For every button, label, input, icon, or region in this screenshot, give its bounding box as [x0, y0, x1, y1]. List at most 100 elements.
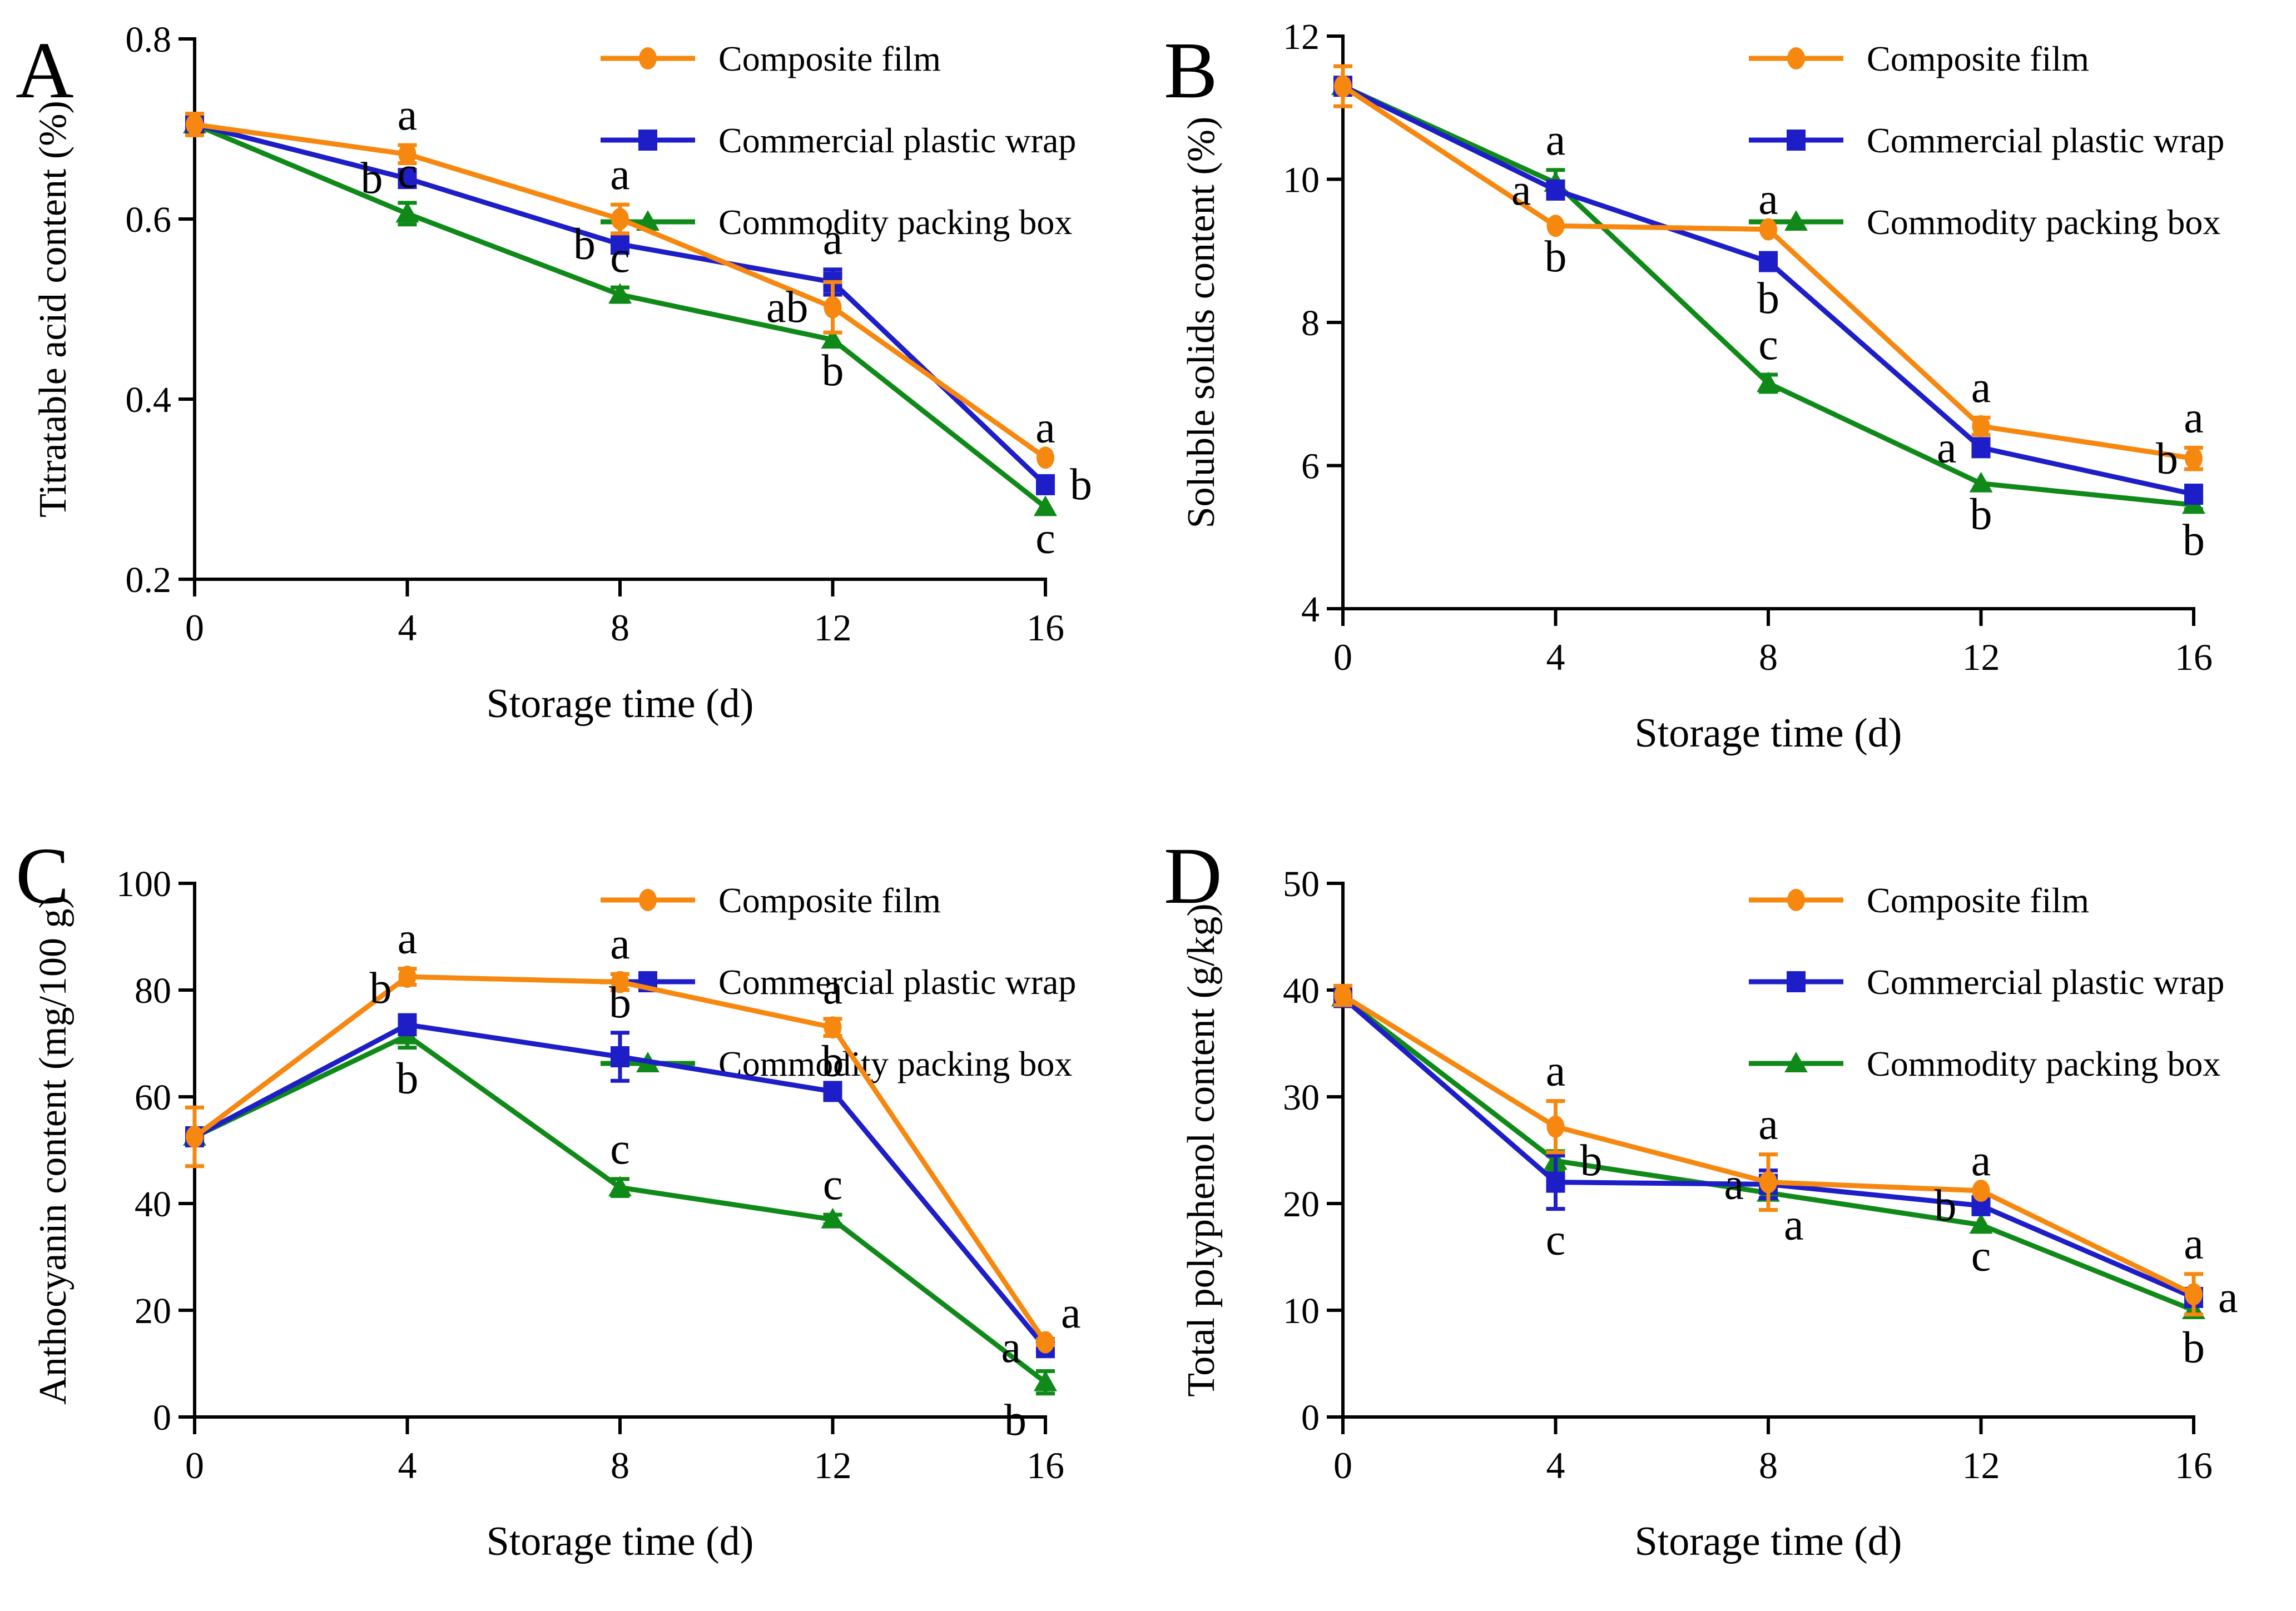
- triangle-marker: [1034, 1370, 1057, 1391]
- triangle-marker: [821, 1207, 845, 1229]
- significance-letter: c: [1546, 1216, 1566, 1265]
- significance-letter: b: [822, 1037, 844, 1086]
- legend-label: Composite film: [718, 881, 941, 920]
- square-marker: [1546, 1171, 1565, 1193]
- significance-letter: c: [1758, 320, 1778, 369]
- square-marker: [1546, 179, 1565, 201]
- square-marker: [398, 168, 417, 190]
- x-tick-label: 4: [398, 1444, 417, 1486]
- square-marker: [638, 130, 657, 151]
- x-tick-label: 4: [1546, 636, 1565, 678]
- y-tick-label: 10: [1283, 1291, 1320, 1331]
- significance-letter: a: [1971, 1136, 1991, 1185]
- legend-label: Commercial plastic wrap: [1867, 121, 2224, 160]
- y-tick-label: 40: [1283, 971, 1320, 1011]
- x-tick-label: 4: [398, 606, 417, 649]
- y-axis-title: Anthocyanin content (mg/100 g): [32, 896, 75, 1405]
- significance-letter: c: [610, 1125, 630, 1174]
- circle-marker: [1334, 984, 1352, 1007]
- circle-marker: [1546, 1115, 1565, 1138]
- panel-B: B 4 6 8 10 12 0 4 8 12 16 Storage time (d) Soluble s…: [1148, 0, 2296, 806]
- circle-marker: [398, 966, 416, 988]
- circle-marker: [611, 208, 629, 230]
- x-axis-title: Storage time (d): [487, 1519, 754, 1564]
- axes: [1327, 34, 2195, 626]
- legend-label: Commercial plastic wrap: [1867, 962, 2224, 1002]
- y-tick-label: 4: [1301, 589, 1320, 630]
- panel-letter: B: [1164, 26, 1218, 115]
- circle-marker: [611, 971, 629, 993]
- x-tick-label: 16: [2175, 636, 2213, 678]
- significance-letter: b: [573, 220, 596, 268]
- y-tick-label: 10: [1283, 160, 1320, 201]
- x-tick-label: 8: [1759, 636, 1778, 678]
- significance-letter: b: [1935, 1181, 1957, 1230]
- y-tick-label: 20: [1283, 1184, 1320, 1225]
- axes: [1327, 882, 2195, 1434]
- square-marker: [823, 1081, 842, 1102]
- axes: [178, 882, 1047, 1434]
- y-axis-title: Soluble solids content (%): [1180, 117, 1223, 529]
- x-tick-label: 12: [814, 606, 852, 649]
- circle-marker: [1787, 47, 1805, 69]
- y-axis-title: Total polyphenol content (g/kg): [1180, 903, 1223, 1396]
- significance-letter: c: [610, 233, 630, 282]
- significance-letter: b: [2183, 1324, 2205, 1373]
- significance-letter: a: [1001, 1323, 1021, 1372]
- significance-letter: a: [1061, 1289, 1081, 1337]
- significance-letter: a: [823, 964, 843, 1013]
- significance-letter: a: [610, 919, 630, 968]
- significance-letter: a: [2184, 1220, 2204, 1269]
- legend-label: Commodity packing box: [718, 1044, 1072, 1083]
- triangle-marker: [1969, 471, 1993, 493]
- significance-letter: b: [1580, 1136, 1603, 1185]
- triangle-marker: [1784, 210, 1808, 231]
- y-axis-title: Titratable acid content (%): [32, 101, 75, 518]
- square-marker: [611, 233, 629, 255]
- legend-label: Commercial plastic wrap: [718, 962, 1076, 1002]
- significance-letter: b: [2156, 435, 2178, 484]
- significance-letter: a: [2218, 1273, 2238, 1322]
- square-marker: [611, 1046, 629, 1067]
- significance-letter: a: [1758, 175, 1778, 224]
- significance-letter: c: [398, 148, 418, 197]
- circle-marker: [186, 1126, 204, 1148]
- significance-letter: b: [1970, 490, 1992, 539]
- x-tick-label: 8: [611, 606, 629, 649]
- significance-letter: b: [2183, 516, 2205, 565]
- significance-letter: b: [1545, 232, 1567, 281]
- significance-letter: b: [1070, 460, 1092, 509]
- y-tick-label: 80: [135, 971, 171, 1011]
- x-tick-label: 16: [1026, 1444, 1064, 1486]
- x-tick-label: 16: [2175, 1444, 2213, 1486]
- legend-label: Commodity packing box: [1867, 202, 2220, 242]
- significance-letter: a: [1511, 166, 1531, 215]
- x-tick-label: 12: [1962, 636, 2000, 678]
- significance-letter: c: [1971, 1231, 1991, 1280]
- y-tick-label: 30: [1283, 1077, 1320, 1118]
- x-tick-label: 12: [1962, 1444, 2000, 1486]
- x-axis-title: Storage time (d): [1635, 710, 1902, 756]
- series-circle: [1333, 983, 2203, 1317]
- panel-letter: C: [16, 832, 70, 921]
- triangle-marker: [1757, 371, 1780, 392]
- y-tick-label: 100: [116, 864, 171, 904]
- significance-letter: b: [1757, 274, 1779, 323]
- square-marker: [1036, 474, 1055, 495]
- y-tick-label: 12: [1283, 17, 1320, 57]
- y-tick-label: 0.2: [126, 560, 172, 600]
- significance-letter: c: [823, 1160, 843, 1209]
- y-tick-label: 0: [153, 1398, 171, 1438]
- legend: Composite film Commercial plastic wrap Com…: [601, 881, 1076, 1083]
- significance-letter: b: [396, 1055, 419, 1103]
- tick-labels: 0 10 20 30 40 50 0 4 8 12 16: [1283, 864, 2213, 1486]
- circle-marker: [1972, 415, 1990, 437]
- chart-A-titratable-acid: A 0.2 0.4 0.6 0.8 0 4 8 12 16 Storage time (d) Titr…: [16, 19, 1092, 727]
- significance-letter: a: [398, 914, 418, 963]
- y-tick-label: 0.4: [126, 380, 172, 420]
- circle-marker: [1334, 75, 1352, 98]
